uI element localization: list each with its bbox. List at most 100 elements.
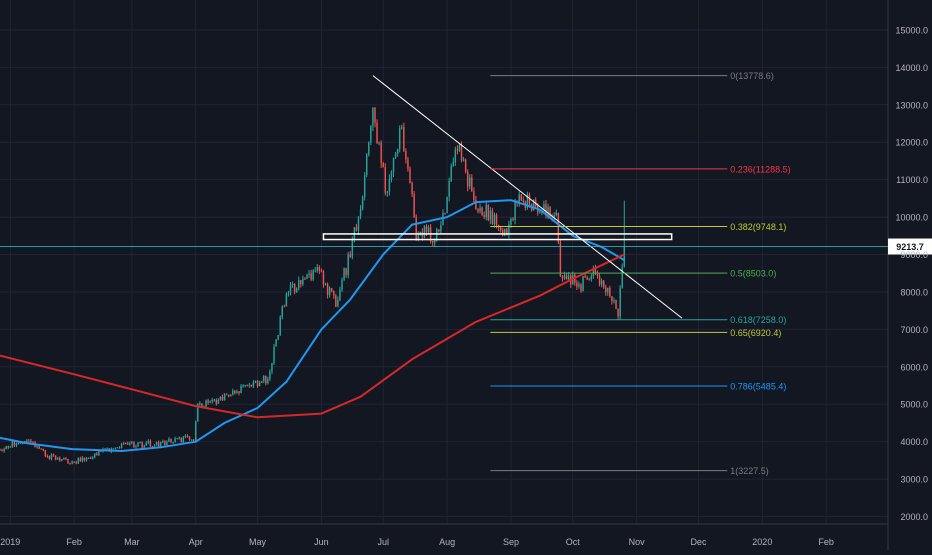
y-tick-label: 11000.0: [896, 175, 928, 185]
x-tick-label: Sep: [503, 537, 519, 547]
candle-body: [242, 385, 244, 387]
candle-body: [75, 462, 77, 464]
candle-body: [87, 457, 90, 459]
candle-body: [30, 440, 32, 443]
candle-body: [207, 400, 209, 403]
candle-body: [197, 403, 199, 422]
candle-body: [609, 287, 611, 297]
candle-body: [269, 371, 271, 380]
x-tick-label: 2020: [752, 537, 772, 547]
y-tick-label: 7000.0: [900, 325, 928, 335]
candle-body: [287, 293, 290, 295]
candle-body: [246, 384, 248, 386]
candle-body: [310, 273, 312, 280]
candle-body: [133, 441, 135, 447]
candle-body: [13, 441, 16, 446]
trendline: [372, 75, 683, 319]
candle-body: [605, 287, 607, 293]
candle-body: [118, 447, 121, 449]
candle-body: [256, 380, 259, 387]
y-tick-label: 13000.0: [895, 100, 928, 110]
candle-body: [316, 267, 319, 271]
candle-body: [398, 128, 401, 150]
candle-body: [26, 440, 28, 442]
candle-body: [59, 457, 61, 461]
candle-body: [411, 182, 413, 195]
candle-body: [232, 390, 234, 395]
candle-body: [392, 157, 395, 173]
candle-body: [355, 227, 358, 231]
candle-body: [195, 421, 197, 441]
ma-long-line: [0, 253, 625, 419]
candle-body: [559, 242, 562, 277]
candle-body: [209, 401, 211, 403]
current-price: 9213.7: [0, 238, 932, 255]
candle-body: [85, 458, 88, 461]
candle-body: [96, 453, 98, 456]
candle-body: [594, 268, 597, 274]
candle-body: [446, 196, 448, 214]
candle-body: [349, 254, 351, 257]
candle-body: [162, 441, 164, 443]
candle-body: [394, 153, 397, 158]
candle-body: [1, 450, 3, 452]
candle-body: [539, 211, 541, 213]
candle-body: [176, 438, 178, 440]
candle-body: [553, 214, 555, 218]
candle-body: [71, 461, 73, 464]
annotations: 0(13778.6) 0.236(11288.5) 0.382(9748.1) 0.5…: [322, 71, 791, 476]
candle-body: [382, 163, 384, 168]
x-tick-label: Mar: [124, 537, 140, 547]
candle-body: [374, 107, 376, 123]
candle-body: [54, 455, 57, 460]
x-tick-label: Jul: [377, 537, 389, 547]
candles: [0, 107, 625, 465]
candle-body: [501, 230, 504, 236]
x-tick-label: Feb: [818, 537, 834, 547]
candle-body: [592, 268, 595, 276]
candle-body: [306, 274, 308, 279]
candle-body: [407, 159, 409, 169]
candle-body: [339, 289, 341, 300]
candle-body: [341, 279, 343, 290]
y-tick-label: 4000.0: [900, 437, 928, 447]
candle-body: [555, 212, 558, 215]
candle-body: [456, 149, 459, 151]
y-tick-label: 3000.0: [900, 475, 928, 485]
candle-body: [417, 235, 419, 240]
candle-body: [423, 225, 426, 237]
candle-body: [506, 228, 508, 235]
candle-body: [320, 270, 323, 272]
candle-body: [61, 459, 63, 461]
candle-body: [166, 441, 168, 446]
candle-body: [547, 207, 549, 216]
candle-body: [413, 194, 415, 218]
candle-body: [7, 446, 9, 448]
candle-body: [330, 288, 333, 292]
candle-body: [326, 284, 329, 295]
candle-body: [493, 214, 496, 224]
candle-body: [545, 204, 547, 216]
candle-body: [42, 448, 44, 451]
candle-body: [469, 177, 471, 187]
candle-body: [504, 228, 506, 236]
x-tick-label: Apr: [189, 537, 203, 547]
candle-body: [201, 403, 203, 408]
candle-body: [215, 399, 218, 404]
candle-body: [67, 458, 69, 464]
y-tick-label: 2000.0: [900, 512, 928, 522]
candle-body: [91, 457, 94, 459]
candle-body: [380, 142, 382, 164]
candle-body: [359, 208, 362, 217]
candle-body: [557, 212, 560, 243]
candle-body: [580, 284, 582, 292]
candle-body: [15, 443, 18, 446]
candle-body: [431, 241, 434, 243]
x-tick-label: Oct: [566, 537, 581, 547]
candle-body: [520, 194, 522, 201]
fib-level-label: 0.618(7258.0): [730, 315, 786, 325]
candle-body: [250, 384, 253, 387]
candle-body: [240, 385, 242, 394]
candle-body: [532, 199, 535, 211]
